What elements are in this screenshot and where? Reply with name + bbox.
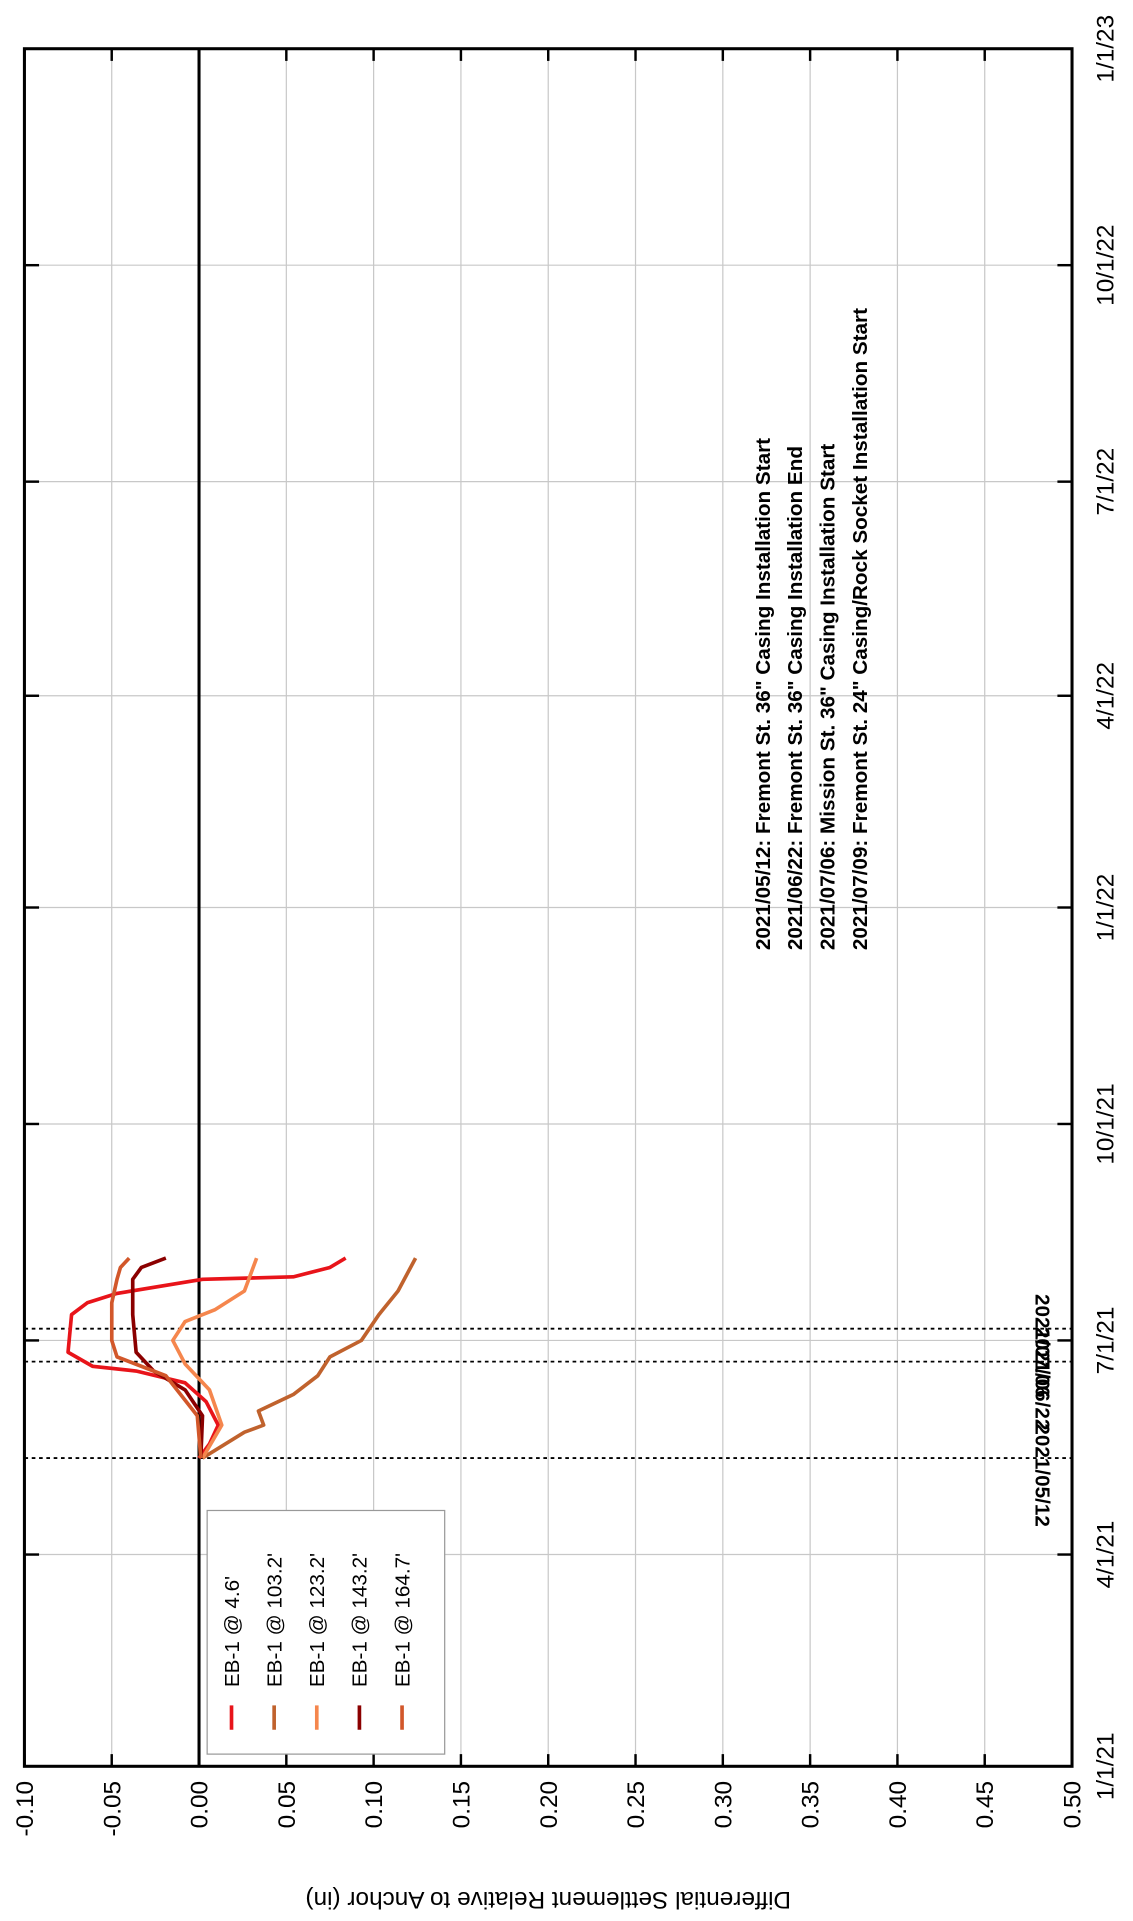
legend-label: EB-1 @ 143.2' <box>349 1553 372 1687</box>
annotation: 2021/05/12: Fremont St. 36" Casing Insta… <box>752 438 775 950</box>
y-tick-label: 0.10 <box>361 1781 388 1828</box>
y-tick-label: 0.15 <box>448 1781 475 1828</box>
series-line <box>201 1257 418 1460</box>
x-tick-label: 1/1/21 <box>1092 1732 1119 1800</box>
y-tick-label: -0.10 <box>12 1781 39 1837</box>
x-tick-label: 10/1/21 <box>1092 1083 1119 1164</box>
series-line <box>170 1257 259 1460</box>
annotation: 2021/07/06: Mission St. 36" Casing Insta… <box>816 444 839 951</box>
annotation: 2021/06/22: Fremont St. 36" Casing Insta… <box>784 446 807 950</box>
y-tick-label: 0.25 <box>623 1781 650 1828</box>
event-label: 2021/07/06 <box>1030 1294 1053 1398</box>
legend-box <box>206 1509 446 1755</box>
y-tick-label: 0.20 <box>536 1781 563 1828</box>
y-axis-label: Differential Settlement Relative to Anch… <box>305 1886 791 1913</box>
legend-label: EB-1 @ 103.2' <box>263 1553 286 1687</box>
y-tick-label: 0.45 <box>972 1781 999 1828</box>
legend-label: EB-1 @ 4.6' <box>221 1576 244 1687</box>
plot-frame <box>22 47 1074 1768</box>
series-line <box>109 1256 203 1459</box>
y-tick-label: 0.50 <box>1060 1781 1087 1828</box>
x-tick-label: 4/1/21 <box>1092 1521 1119 1589</box>
y-tick-label: 0.40 <box>885 1781 912 1828</box>
y-tick-label: 0.35 <box>798 1781 825 1828</box>
x-tick-label: 1/1/22 <box>1092 874 1119 942</box>
y-tick-label: 0.00 <box>187 1781 214 1828</box>
x-tick-label: 4/1/22 <box>1092 662 1119 730</box>
x-tick-label: 7/1/21 <box>1092 1307 1119 1375</box>
legend-label: EB-1 @ 164.7' <box>391 1553 414 1687</box>
y-tick-label: -0.05 <box>99 1781 126 1837</box>
event-label: 2021/05/12 <box>1030 1423 1053 1527</box>
y-tick-label: 0.30 <box>710 1781 737 1828</box>
y-tick-label: 0.05 <box>274 1781 301 1828</box>
rotated-chart: -0.10 -0.05 0.00 0.05 0.10 0.15 0.20 0.25 0.30 0.… <box>12 15 1119 1913</box>
x-tick-label: 10/1/22 <box>1092 225 1119 306</box>
series-line <box>66 1256 347 1460</box>
x-tick-label: 1/1/23 <box>1092 15 1119 83</box>
legend-label: EB-1 @ 123.2' <box>306 1553 329 1687</box>
x-tick-label: 7/1/22 <box>1092 448 1119 516</box>
annotation: 2021/07/09: Fremont St. 24" Casing/Rock … <box>849 308 872 950</box>
event-label: 2021/06/22 <box>1030 1327 1053 1431</box>
series-line <box>130 1256 205 1459</box>
